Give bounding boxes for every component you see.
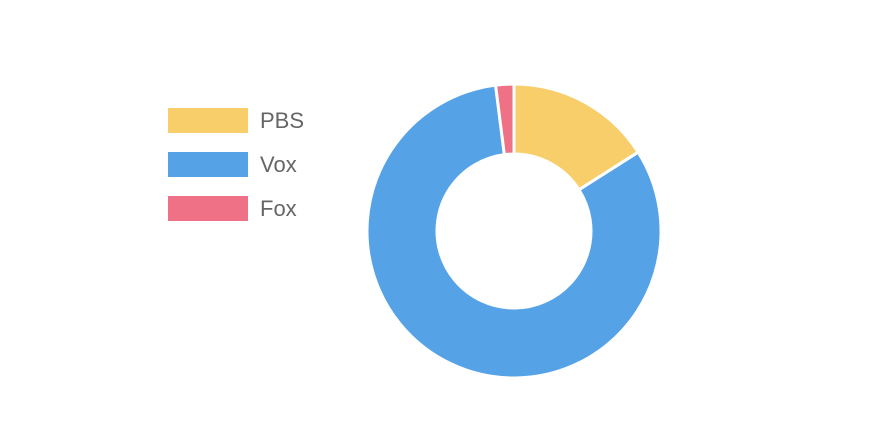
legend-label-vox: Vox — [260, 151, 297, 177]
legend-swatch-fox — [168, 195, 248, 221]
donut-slice-fox[interactable] — [493, 82, 516, 157]
donut-slice-vox[interactable] — [365, 83, 663, 380]
legend-label-fox: Fox — [260, 195, 297, 221]
legend-swatch-vox — [168, 151, 248, 177]
legend-item-vox[interactable]: Vox — [168, 142, 304, 186]
legend-swatch-pbs — [168, 107, 248, 133]
legend-item-pbs[interactable]: PBS — [168, 98, 304, 142]
chart-legend: PBS Vox Fox — [168, 98, 304, 230]
legend-label-pbs: PBS — [260, 107, 305, 133]
legend-item-fox[interactable]: Fox — [168, 186, 304, 230]
